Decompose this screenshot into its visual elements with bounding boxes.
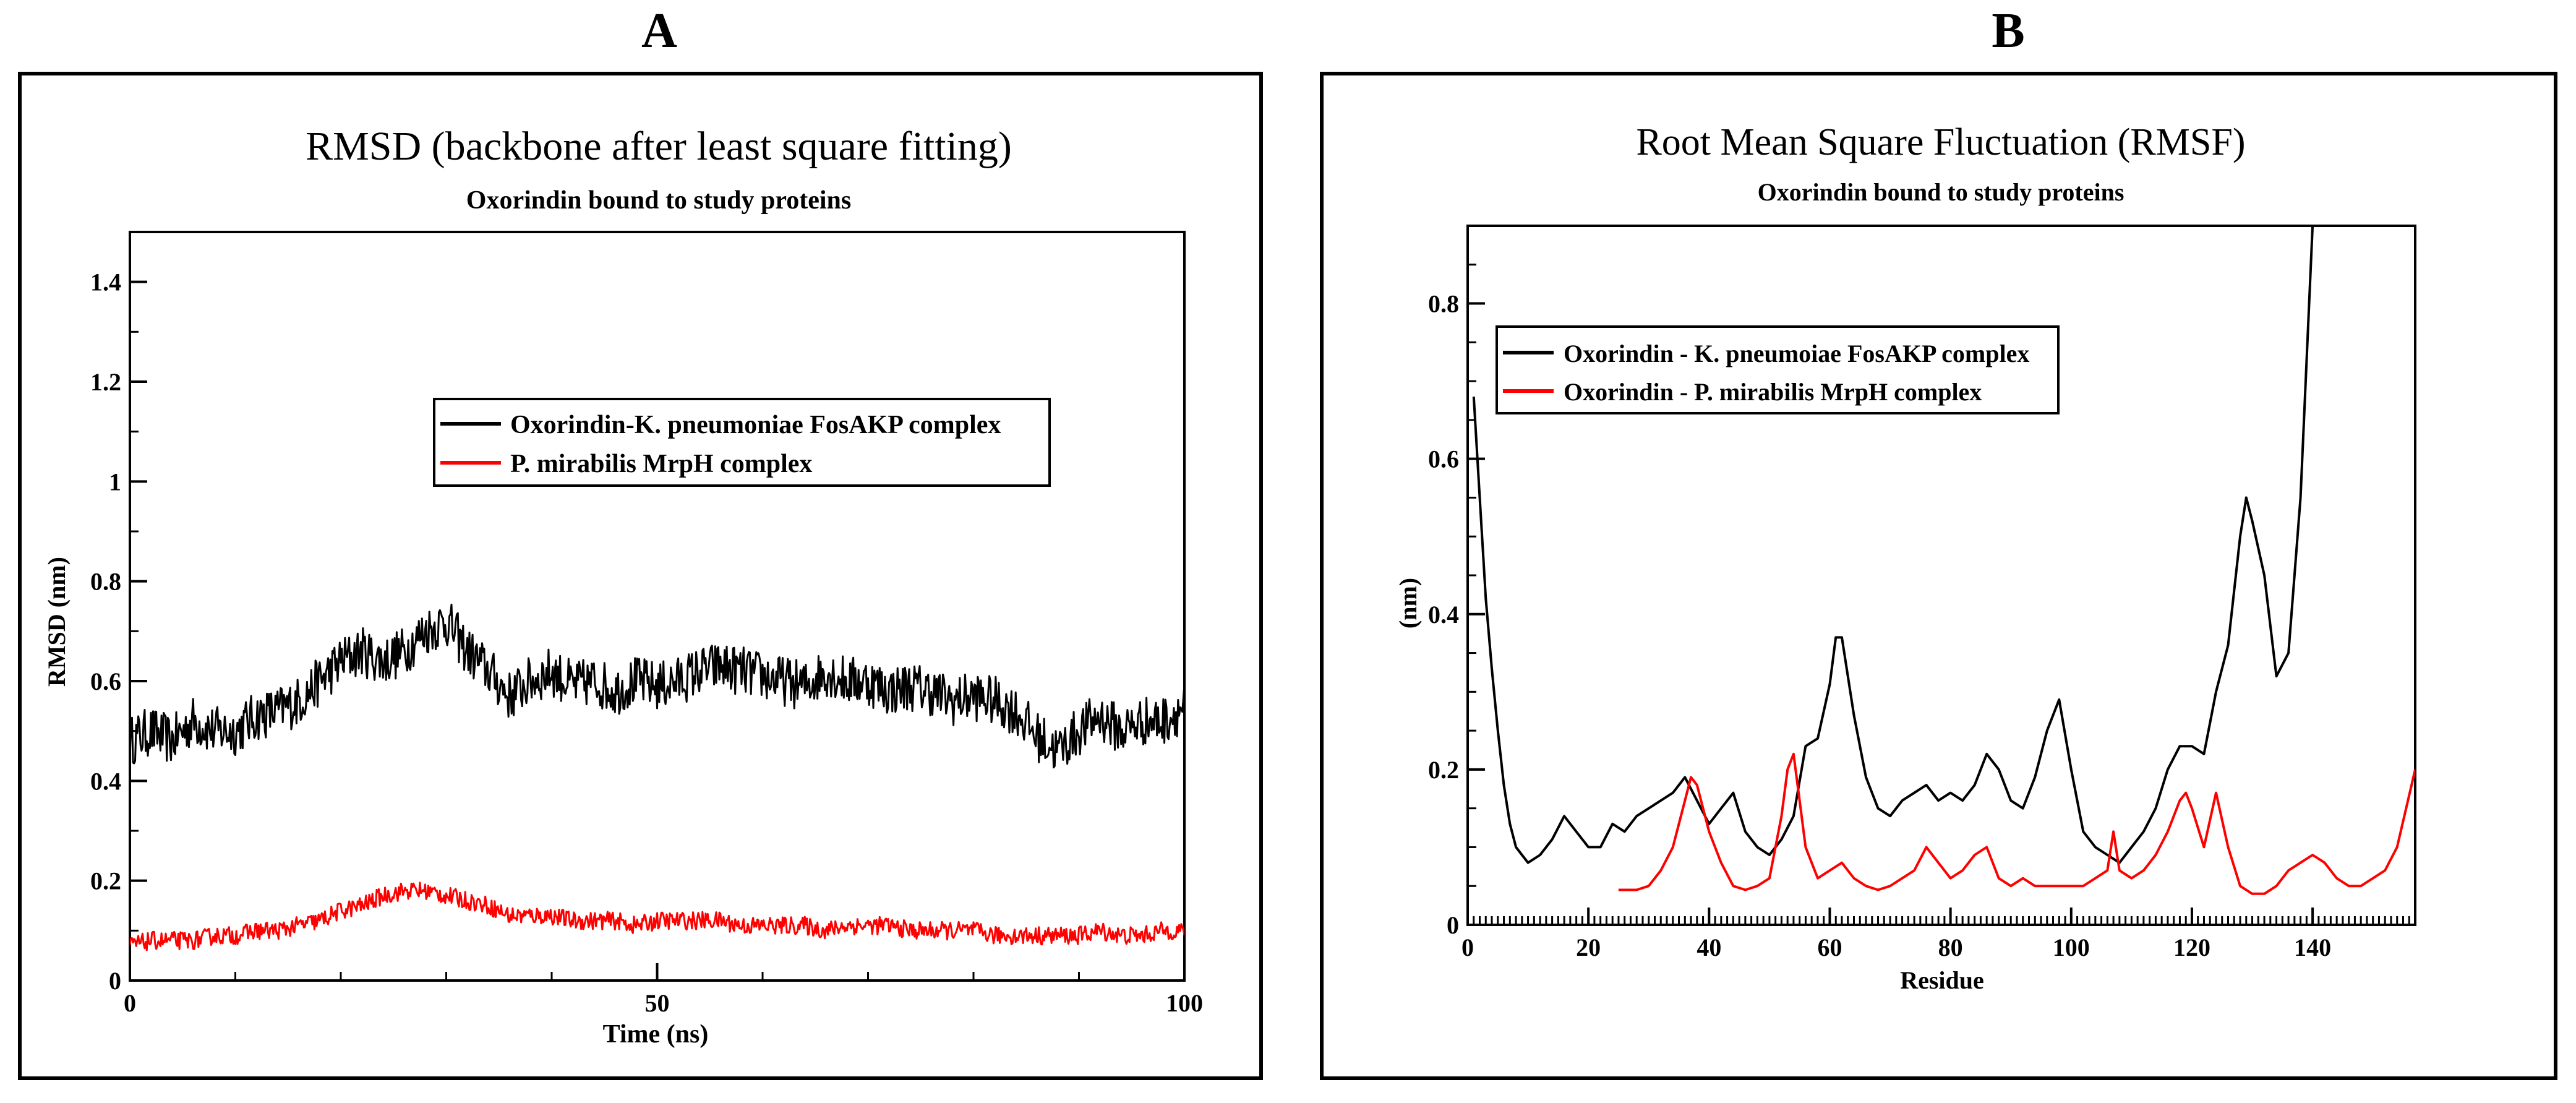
panel-a-y-tick-label: 0.6 xyxy=(90,667,121,695)
panel-b-x-tick-label: 80 xyxy=(1938,933,1963,961)
panel-a-y-tick-label: 1.2 xyxy=(90,368,121,396)
panel-a-title: RMSD (backbone after least square fittin… xyxy=(306,124,1012,169)
panel-a-y-tick-label: 0.8 xyxy=(90,568,121,596)
panel-a-legend: Oxorindin-K. pneumoniae FosAKP complex P… xyxy=(433,398,1051,487)
panel-b-x-tick-label: 0 xyxy=(1461,933,1474,961)
panel-b-x-tick-label: 60 xyxy=(1817,933,1842,961)
panel-a-y-tick-label: 1 xyxy=(109,468,121,496)
panel-a-series xyxy=(130,603,1184,951)
panel-a-legend-label-1: Oxorindin-K. pneumoniae FosAKP complex xyxy=(510,411,1001,439)
panel-b-x-tick-label: 140 xyxy=(2294,933,2331,961)
panel-a-axes: 0 50 100 0 0.2 0.4 0.6 0.8 1 1.2 1.4 xyxy=(90,231,1203,1017)
panel-b: Root Mean Square Fluctuation (RMSF) Oxor… xyxy=(1320,72,2557,1080)
panel-b-title: Root Mean Square Fluctuation (RMSF) xyxy=(1636,121,2245,163)
panel-b-y-tick-label: 0.8 xyxy=(1428,290,1459,318)
panel-b-x-tick-label: 20 xyxy=(1576,933,1601,961)
panel-a-x-tick-label: 100 xyxy=(1166,989,1203,1017)
panel-a: RMSD (backbone after least square fittin… xyxy=(18,72,1263,1080)
panel-b-y-tick-label: 0.6 xyxy=(1428,445,1459,473)
panel-b-legend-label-1: Oxorindin - K. pneumoiae FosAKP complex xyxy=(1564,340,2029,367)
panel-b-series-2-line xyxy=(1618,752,2415,895)
panel-b-subtitle: Oxorindin bound to study proteins xyxy=(1758,178,2125,206)
panel-a-frame xyxy=(18,72,1263,1080)
panel-b-y-tick-label: 0.2 xyxy=(1428,756,1459,784)
panel-a-y-tick-label: 0.4 xyxy=(90,767,121,795)
panel-b-x-tick-label: 100 xyxy=(2053,933,2090,961)
panel-a-y-tick-label: 1.4 xyxy=(90,268,121,296)
panel-a-ylabel: RMSD (nm) xyxy=(43,557,71,687)
panel-a-letter: A xyxy=(641,4,677,58)
panel-a-series-1-line xyxy=(130,603,1184,769)
panel-b-ylabel: (nm) xyxy=(1394,578,1422,629)
panel-b-x-tick-label: 40 xyxy=(1697,933,1721,961)
panel-b-axes: 0 20 40 60 80 100 120 140 0 0.2 0.4 0.6 0.8 xyxy=(1428,225,2416,961)
panel-b-legend-label-2: Oxorindin - P. mirabilis MrpH complex xyxy=(1564,378,1982,406)
panel-a-x-tick-label: 0 xyxy=(124,989,136,1017)
panel-b-legend: Oxorindin - K. pneumoiae FosAKP complex … xyxy=(1496,325,2060,414)
panel-a-legend-box xyxy=(433,398,1051,487)
panel-a-y-tick-label: 0.2 xyxy=(90,867,121,895)
panel-b-letter: B xyxy=(1992,4,2025,58)
panel-b-y-tick-label: 0 xyxy=(1447,911,1459,939)
panel-a-subtitle: Oxorindin bound to study proteins xyxy=(466,186,851,215)
panel-b-series-1-line xyxy=(1472,226,2314,864)
panel-a-y-tick-label: 0 xyxy=(109,967,121,995)
panel-b-x-tick-label: 120 xyxy=(2173,933,2210,961)
panel-b-legend-box xyxy=(1496,325,2060,414)
panel-b-frame xyxy=(1320,72,2557,1080)
panel-a-series-2-line xyxy=(130,882,1184,951)
panel-a-legend-label-2: P. mirabilis MrpH complex xyxy=(510,450,812,478)
panel-b-xlabel: Residue xyxy=(1900,966,1984,994)
panel-a-xlabel: Time (ns) xyxy=(603,1020,709,1049)
panel-a-x-tick-label: 50 xyxy=(645,989,670,1017)
panel-b-y-tick-label: 0.4 xyxy=(1428,601,1459,629)
panel-b-series xyxy=(1472,226,2415,895)
